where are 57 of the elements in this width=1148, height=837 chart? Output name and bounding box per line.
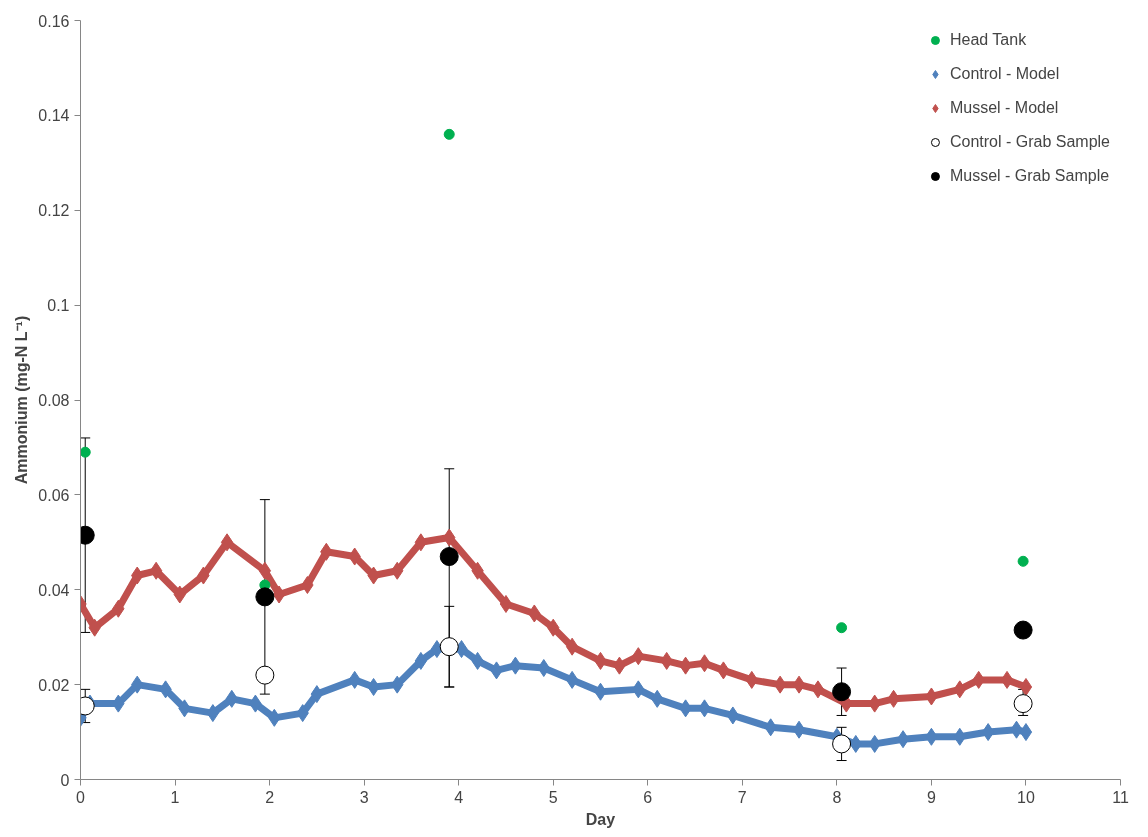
- x-tick-label: 11: [1112, 788, 1129, 806]
- y-tick-label: 0.02: [38, 676, 70, 694]
- y-tick-label: 0.16: [38, 12, 70, 30]
- point: [1017, 555, 1029, 567]
- y-axis-title: Ammonium (mg-N L⁻¹): [13, 315, 31, 485]
- point: [80, 446, 91, 458]
- legend-label: Mussel - Grab Sample: [949, 167, 1110, 185]
- point: [149, 561, 163, 580]
- point: [255, 587, 275, 607]
- point: [836, 622, 848, 634]
- x-axis-title: Day: [585, 810, 616, 828]
- point: [832, 682, 852, 702]
- y-tick-label: 0: [60, 771, 70, 789]
- point: [832, 734, 852, 754]
- x-tick-label: 6: [643, 788, 653, 806]
- x-tick-label: 7: [737, 788, 747, 806]
- point: [792, 720, 806, 739]
- y-tick-label: 0.04: [38, 581, 70, 599]
- legend-label: Head Tank: [949, 31, 1027, 49]
- point: [565, 637, 579, 656]
- point: [726, 706, 740, 725]
- point: [1019, 723, 1033, 742]
- x-tick-label: 8: [832, 788, 842, 806]
- point: [272, 585, 286, 604]
- legend-label: Mussel - Model: [949, 99, 1059, 117]
- y-tick-label: 0.06: [38, 486, 70, 504]
- x-tick-label: 5: [548, 788, 558, 806]
- point: [1013, 620, 1033, 640]
- legend-label: Control - Model: [949, 65, 1060, 83]
- x-tick-label: 4: [454, 788, 464, 806]
- legend-label: Control - Grab Sample: [949, 133, 1110, 151]
- y-tick-label: 0.12: [38, 202, 70, 220]
- point: [206, 704, 220, 723]
- point: [811, 680, 825, 699]
- point: [255, 665, 275, 685]
- point: [443, 128, 455, 140]
- point: [367, 678, 380, 696]
- point: [439, 637, 459, 657]
- x-tick-label: 2: [265, 788, 275, 806]
- point: [258, 561, 272, 580]
- x-tick-label: 10: [1017, 788, 1035, 806]
- point: [565, 670, 579, 689]
- point: [310, 685, 324, 704]
- y-tick-label: 0.08: [38, 392, 70, 409]
- y-tick-label: 0.1: [47, 297, 70, 315]
- x-tick-label: 0: [76, 788, 86, 806]
- point: [773, 675, 787, 694]
- point: [439, 547, 459, 567]
- x-tick-label: 3: [359, 788, 369, 806]
- point: [1013, 694, 1033, 714]
- x-tick-label: 9: [926, 788, 936, 806]
- y-tick-label: 0.14: [38, 107, 70, 125]
- point: [220, 533, 234, 552]
- point: [1019, 678, 1033, 696]
- point: [499, 594, 513, 613]
- x-tick-label: 1: [170, 788, 180, 806]
- point: [414, 651, 428, 670]
